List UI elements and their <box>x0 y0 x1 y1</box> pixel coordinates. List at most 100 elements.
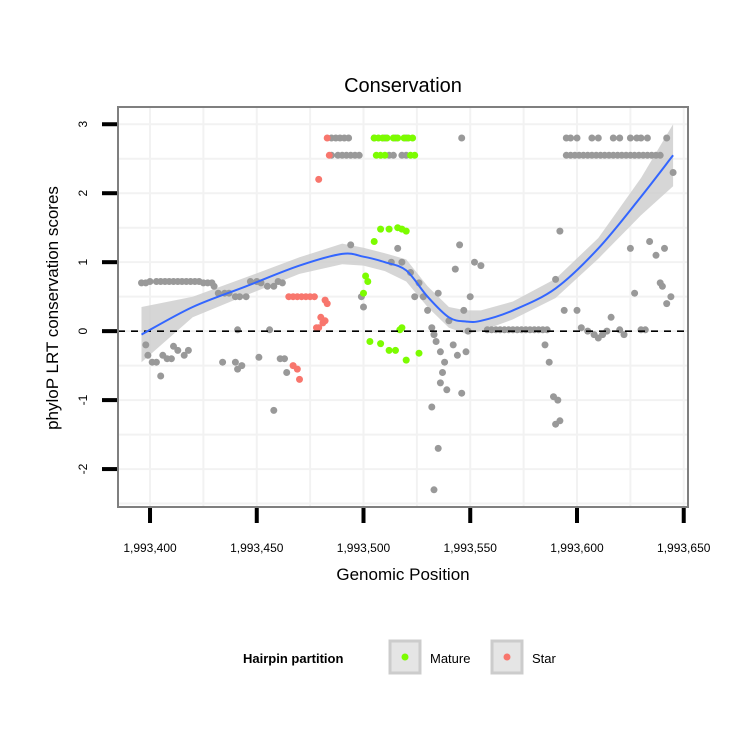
point-other <box>180 351 188 359</box>
point-other <box>144 351 152 359</box>
point-star <box>323 134 331 142</box>
point-other <box>449 341 457 349</box>
x-tick-label: 1,993,450 <box>230 541 284 555</box>
point-other <box>667 293 675 301</box>
point-star <box>315 324 323 332</box>
point-other <box>439 369 446 376</box>
point-other <box>573 306 581 314</box>
legend-title: Hairpin partition <box>243 651 343 666</box>
x-tick-label: 1,993,650 <box>657 541 711 555</box>
point-mature <box>381 151 389 159</box>
point-other <box>462 348 470 356</box>
point-other <box>270 406 278 414</box>
point-mature <box>394 134 402 142</box>
y-tick-label: -2 <box>76 463 90 474</box>
point-other <box>234 326 242 334</box>
point-mature <box>364 278 372 285</box>
y-tick-label: 0 <box>76 327 90 334</box>
point-other <box>656 151 664 159</box>
point-other <box>236 293 244 301</box>
panel-border <box>117 106 689 508</box>
point-other <box>643 134 651 142</box>
point-mature <box>392 346 399 354</box>
point-mature <box>377 340 385 348</box>
point-mature <box>415 349 423 357</box>
point-other <box>347 241 355 249</box>
x-tick-label: 1,993,500 <box>337 541 391 555</box>
point-other <box>456 241 464 249</box>
point-other <box>658 282 666 290</box>
point-other <box>167 355 175 363</box>
point-other <box>345 134 353 142</box>
x-tick-label: 1,993,600 <box>550 541 604 555</box>
point-star <box>319 319 327 327</box>
point-other <box>451 265 459 273</box>
point-other <box>626 244 634 252</box>
point-other <box>441 358 449 366</box>
point-other <box>663 134 671 142</box>
point-other <box>281 355 288 363</box>
point-other <box>428 403 436 411</box>
point-mature <box>411 151 419 159</box>
point-mature <box>385 225 393 233</box>
point-other <box>263 282 271 290</box>
point-other <box>436 379 444 387</box>
y-tick-label: -1 <box>76 394 90 405</box>
point-other <box>620 331 628 339</box>
point-other <box>594 134 602 142</box>
point-other <box>661 244 668 252</box>
point-other <box>641 326 649 334</box>
point-other <box>631 289 639 297</box>
point-mature <box>409 134 417 142</box>
legend-key-mature <box>388 639 422 675</box>
point-other <box>231 358 239 366</box>
legend: Hairpin partition Mature Star <box>243 639 557 675</box>
point-other <box>560 306 568 314</box>
point-other <box>552 275 560 283</box>
point-other <box>430 486 438 494</box>
y-axis-label: phyloP LRT conservation scores <box>43 186 62 430</box>
point-other <box>184 346 192 354</box>
point-other <box>146 278 154 285</box>
point-other <box>607 313 615 321</box>
point-mature <box>377 225 385 233</box>
point-other <box>464 327 472 335</box>
point-other <box>637 134 645 142</box>
point-other <box>466 293 474 301</box>
point-star <box>296 375 303 383</box>
point-other <box>556 227 564 235</box>
point-other <box>355 151 363 159</box>
point-mature <box>398 324 406 332</box>
point-other <box>543 326 551 334</box>
point-other <box>669 169 677 176</box>
point-other <box>428 324 436 332</box>
point-other <box>157 372 165 380</box>
point-other <box>238 362 246 370</box>
point-other <box>541 341 549 349</box>
point-star <box>315 175 323 183</box>
x-tick-label: 1,993,400 <box>123 541 177 555</box>
point-other <box>646 238 654 245</box>
point-other <box>398 258 406 266</box>
x-axis-label: Genomic Position <box>336 565 469 584</box>
point-other <box>152 358 160 366</box>
point-other <box>652 251 660 259</box>
point-other <box>142 341 150 349</box>
legend-label-star: Star <box>532 651 557 666</box>
point-star <box>310 293 318 301</box>
point-other <box>389 151 397 159</box>
point-other <box>210 282 218 290</box>
point-other <box>443 386 451 394</box>
point-other <box>266 326 274 334</box>
point-other <box>430 331 438 339</box>
point-mature <box>385 346 393 354</box>
point-mature <box>383 134 391 142</box>
point-other <box>545 358 553 366</box>
point-other <box>255 353 263 361</box>
point-other <box>603 327 611 335</box>
y-tick-label: 2 <box>76 190 90 197</box>
point-other <box>588 134 596 142</box>
legend-label-mature: Mature <box>430 651 470 666</box>
point-mature <box>370 238 378 245</box>
point-other <box>360 303 367 311</box>
